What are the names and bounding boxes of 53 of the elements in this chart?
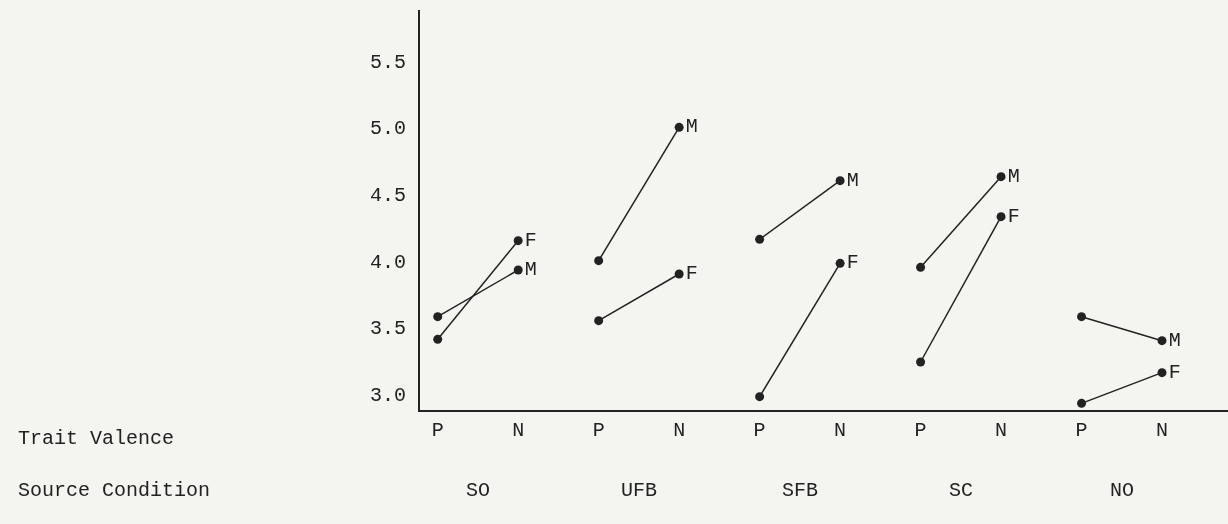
x-tick-label: N xyxy=(512,419,525,442)
point xyxy=(1077,398,1087,408)
x-tick-label: P xyxy=(914,419,927,442)
point xyxy=(916,262,926,272)
x-tick-label: N xyxy=(1156,419,1169,442)
point xyxy=(835,176,845,186)
text: NO xyxy=(1110,479,1135,502)
x-tick-label: P xyxy=(592,419,605,442)
y-tick-label: 3.0 xyxy=(369,384,406,407)
y-tick-label: 5.5 xyxy=(369,50,406,74)
x-tick-label: N xyxy=(995,419,1008,442)
point xyxy=(594,256,604,266)
series-label: F xyxy=(524,228,537,252)
x-tick-label: N xyxy=(834,419,847,442)
point xyxy=(433,312,443,322)
point xyxy=(1077,312,1087,322)
series-label: F xyxy=(1007,204,1020,228)
x-tick-label: N xyxy=(673,419,686,442)
text: Trait Valence xyxy=(18,427,175,450)
series-label: M xyxy=(1168,328,1181,352)
series-label: M xyxy=(846,168,859,192)
source-note: Source Condition xyxy=(18,479,211,502)
y-tick-label: 3.5 xyxy=(369,317,406,341)
y-tick-label: 4.0 xyxy=(369,250,406,274)
point xyxy=(1157,336,1167,346)
text: SO xyxy=(466,479,491,502)
text: SC xyxy=(949,479,974,502)
text: UFB xyxy=(621,479,658,502)
point xyxy=(1157,368,1167,378)
series-label: M xyxy=(1007,164,1020,188)
x-tick-label: P xyxy=(1075,419,1088,442)
x-tick-label: P xyxy=(431,419,444,442)
point xyxy=(674,269,684,279)
point xyxy=(755,234,765,244)
x-tick-label: P xyxy=(753,419,766,442)
series-label: M xyxy=(685,115,698,139)
series-label: F xyxy=(846,251,859,275)
point xyxy=(755,392,765,402)
point xyxy=(513,265,523,275)
point xyxy=(996,212,1006,222)
point xyxy=(513,236,523,246)
point xyxy=(674,122,684,132)
point xyxy=(594,316,604,326)
point xyxy=(835,258,845,268)
text: SFB xyxy=(782,479,819,502)
series-label: F xyxy=(685,262,698,285)
series-label: F xyxy=(1168,360,1181,384)
point xyxy=(916,357,926,367)
point xyxy=(996,172,1006,182)
y-tick-label: 5.0 xyxy=(369,117,406,141)
series-label: M xyxy=(524,258,537,281)
y-tick-label: 4.5 xyxy=(369,184,406,207)
point xyxy=(433,334,443,344)
